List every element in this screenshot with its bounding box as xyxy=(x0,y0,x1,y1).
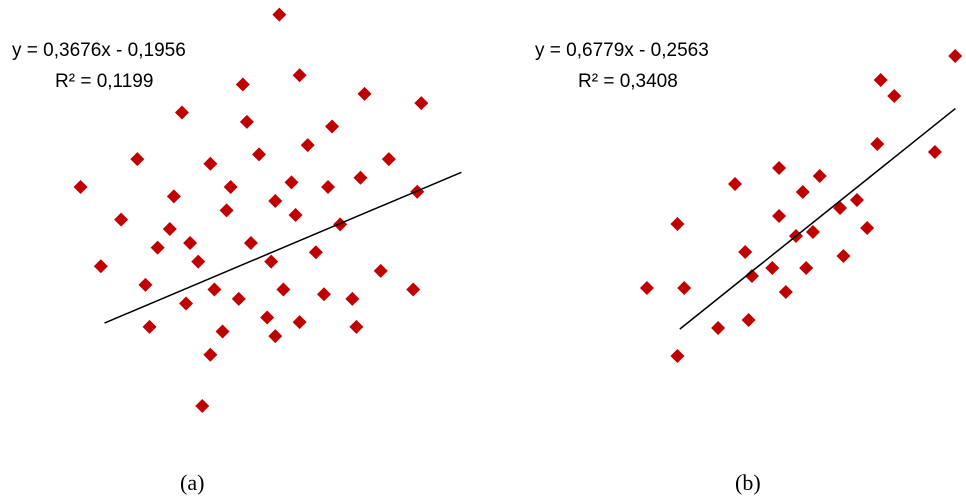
data-point-a-28 xyxy=(333,217,348,232)
data-point-b-0 xyxy=(948,49,963,63)
data-point-b-4 xyxy=(870,137,885,151)
data-point-a-10 xyxy=(357,86,372,101)
data-point-a-12 xyxy=(272,7,287,22)
data-point-a-20 xyxy=(264,254,279,269)
r-squared-b: R² = 0,3408 xyxy=(578,71,678,92)
data-point-a-22 xyxy=(288,208,303,222)
data-point-a-43 xyxy=(325,119,340,134)
data-point-a-48 xyxy=(183,235,198,250)
data-point-b-6 xyxy=(795,185,810,199)
trendline-a xyxy=(104,171,462,324)
data-point-b-20 xyxy=(744,269,759,283)
data-point-b-15 xyxy=(778,285,793,299)
data-point-a-46 xyxy=(239,114,254,129)
data-point-b-11 xyxy=(639,281,654,295)
r-squared-a: R² = 0,1199 xyxy=(55,71,153,92)
data-point-a-37 xyxy=(373,263,388,278)
data-point-a-36 xyxy=(284,175,299,190)
data-point-b-8 xyxy=(738,245,753,259)
data-point-a-40 xyxy=(223,180,238,195)
data-point-a-2 xyxy=(203,347,218,362)
data-point-b-14 xyxy=(741,313,756,327)
data-point-b-10 xyxy=(728,177,743,191)
data-point-a-23 xyxy=(321,180,336,195)
data-point-b-18 xyxy=(836,249,851,263)
data-point-a-8 xyxy=(235,77,250,92)
data-point-a-3 xyxy=(268,329,283,344)
regression-equation-a: y = 0,3676x - 0,1956 xyxy=(12,40,186,61)
data-point-b-12 xyxy=(670,349,685,363)
data-point-a-45 xyxy=(381,152,396,167)
data-point-a-29 xyxy=(179,296,194,311)
data-point-a-38 xyxy=(114,212,129,227)
data-point-a-42 xyxy=(207,282,222,297)
data-point-a-49 xyxy=(345,291,360,306)
scatter-panel-a: y = 0,3676x - 0,1956 R² = 0,1199 (a) xyxy=(12,7,462,495)
data-point-a-41 xyxy=(292,315,307,330)
data-point-b-24 xyxy=(677,281,692,295)
data-points-b xyxy=(639,49,963,363)
data-point-a-4 xyxy=(349,319,364,334)
data-point-b-13 xyxy=(711,321,726,335)
data-point-a-30 xyxy=(150,240,165,255)
data-point-b-3 xyxy=(887,89,902,103)
data-point-b-9 xyxy=(670,217,685,231)
data-point-a-16 xyxy=(316,287,331,302)
data-point-a-25 xyxy=(276,282,291,297)
data-point-a-26 xyxy=(203,156,218,171)
data-point-b-5 xyxy=(812,169,827,183)
data-point-a-18 xyxy=(243,235,258,250)
data-point-b-16 xyxy=(799,261,814,275)
regression-equation-b: y = 0,6779x - 0,2563 xyxy=(535,40,709,61)
data-point-a-19 xyxy=(219,203,234,218)
data-point-a-9 xyxy=(292,68,307,83)
data-point-b-2 xyxy=(927,145,942,159)
data-point-a-27 xyxy=(300,138,315,153)
data-point-a-44 xyxy=(138,277,153,292)
data-point-a-21 xyxy=(191,254,206,269)
data-point-a-31 xyxy=(353,170,368,185)
data-point-a-47 xyxy=(268,194,283,209)
data-points-a xyxy=(73,7,429,414)
data-point-a-7 xyxy=(174,105,189,120)
data-point-a-35 xyxy=(162,221,177,236)
data-point-b-1 xyxy=(873,73,888,87)
data-point-b-19 xyxy=(860,221,875,235)
data-point-a-11 xyxy=(414,96,429,111)
data-point-a-24 xyxy=(231,291,246,306)
data-point-b-26 xyxy=(849,193,864,207)
data-point-b-17 xyxy=(765,261,780,275)
data-point-a-17 xyxy=(166,189,181,204)
data-point-a-15 xyxy=(195,399,210,414)
trendline-b xyxy=(679,107,956,330)
data-point-b-22 xyxy=(833,201,848,215)
panel-caption-b: (b) xyxy=(735,470,761,495)
data-point-a-13 xyxy=(73,180,88,195)
data-point-b-7 xyxy=(772,209,787,223)
data-point-a-34 xyxy=(308,245,323,260)
data-point-b-25 xyxy=(772,161,787,175)
data-point-a-5 xyxy=(406,282,421,297)
data-point-a-0 xyxy=(93,259,108,274)
data-point-a-1 xyxy=(142,319,157,334)
data-point-a-6 xyxy=(130,152,145,167)
data-point-a-39 xyxy=(260,310,275,325)
panel-caption-a: (a) xyxy=(180,470,204,495)
data-point-b-23 xyxy=(805,225,820,239)
data-point-a-32 xyxy=(215,324,230,339)
data-point-a-33 xyxy=(252,147,267,162)
scatter-panel-b: y = 0,6779x - 0,2563 R² = 0,3408 (b) xyxy=(535,40,963,495)
